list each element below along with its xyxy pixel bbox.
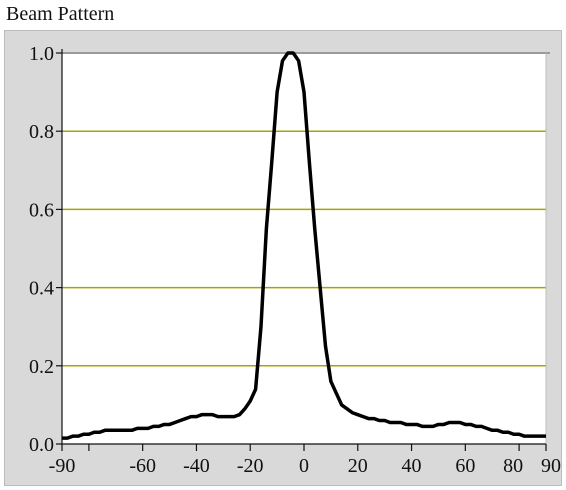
y-tick-label: 0.0 [29,434,54,456]
y-tick-label: 1.0 [29,43,54,65]
y-tick-label: 0.6 [29,199,54,221]
beam-pattern-chart: 0.0 0.2 0.4 0.6 0.8 1.0 -90 -60 -40 -20 0 20 40 60 80 9… [29,43,561,477]
x-tick-label: 0 [299,455,309,477]
plot-area [62,53,546,444]
y-tick-label: 0.4 [29,278,54,300]
x-tick-label: -20 [237,455,264,477]
x-tick-label: 40 [402,455,422,477]
x-tick-label: 20 [348,455,368,477]
x-tick-label: 90 [541,455,561,477]
grid-lines [62,130,546,367]
series-line [62,51,546,440]
x-tick-label: 80 [503,455,523,477]
y-tick-label: 0.2 [29,356,54,378]
tick-labels: 0.0 0.2 0.4 0.6 0.8 1.0 -90 -60 -40 -20 0 20 40 60 80 9… [29,43,561,477]
ticks [56,52,547,451]
x-tick-label: 60 [455,455,475,477]
chart-panel: 0.0 0.2 0.4 0.6 0.8 1.0 -90 -60 -40 -20 0 20 40 60 80 9… [4,30,562,486]
x-tick-label: -40 [183,455,210,477]
chart-title: Beam Pattern [6,3,115,25]
y-tick-label: 0.8 [29,121,54,143]
x-tick-label: -60 [129,455,156,477]
x-tick-label: -90 [49,455,76,477]
